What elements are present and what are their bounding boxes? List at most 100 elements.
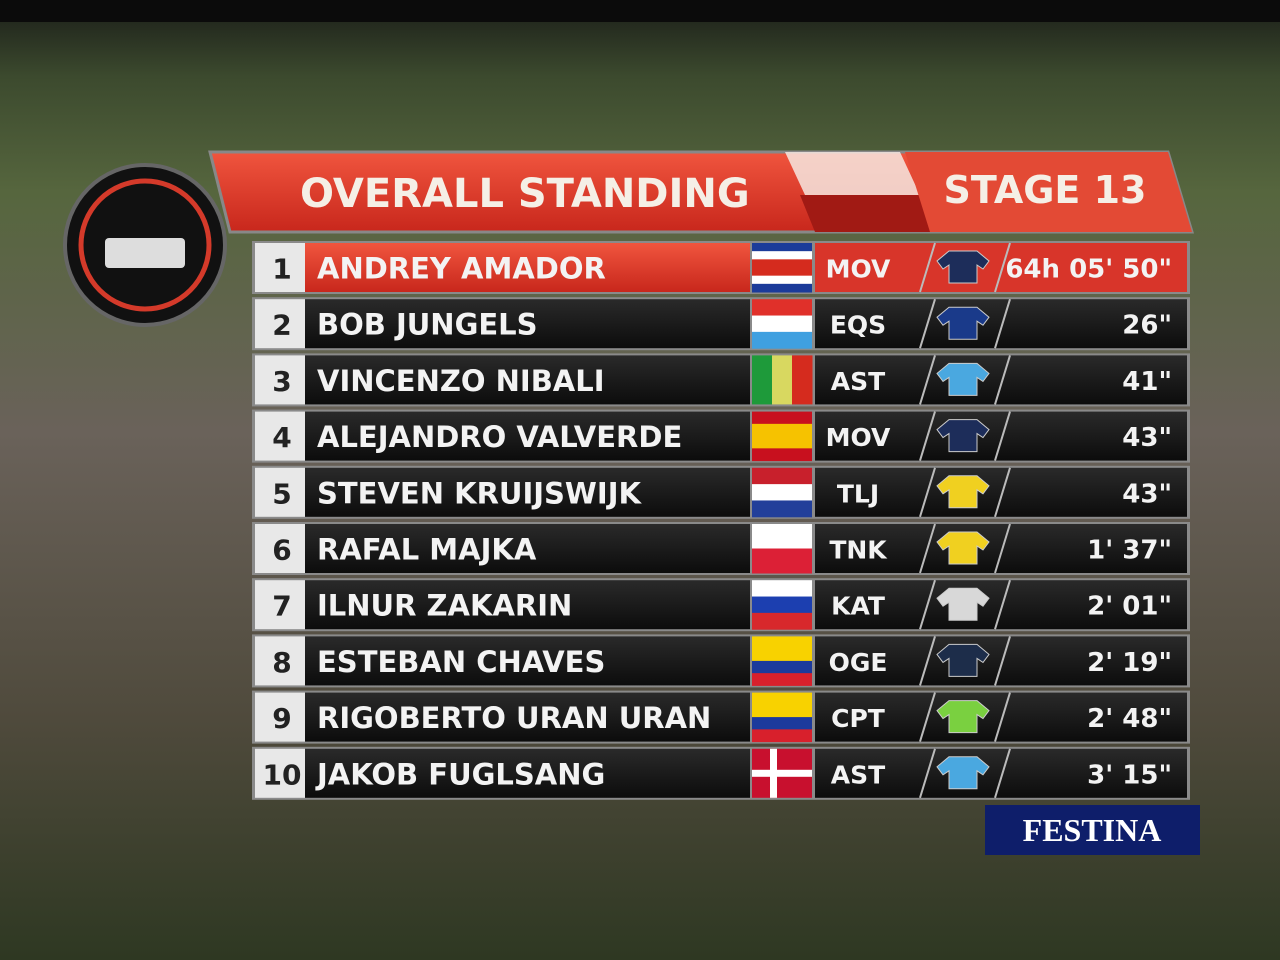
stage-box — [905, 152, 1192, 232]
jersey — [936, 756, 990, 790]
flag — [752, 524, 812, 549]
rank: 6 — [272, 534, 291, 567]
divider — [919, 298, 936, 349]
standing-row: 10 JAKOB FUGLSANG AST 3' 15" — [252, 746, 1190, 800]
jersey — [936, 250, 990, 284]
rank-box — [255, 692, 305, 742]
time-gap: 43" — [1122, 423, 1172, 453]
divider — [994, 242, 1011, 293]
flag — [752, 648, 812, 662]
divider — [994, 355, 1011, 405]
flag — [752, 283, 812, 293]
header-stripes — [785, 152, 935, 232]
divider — [919, 411, 936, 461]
team-bar — [815, 692, 1187, 742]
divider — [994, 692, 1011, 742]
divider — [994, 748, 1011, 799]
flag — [752, 704, 812, 718]
flag — [752, 612, 812, 630]
flag — [752, 355, 773, 405]
rider-name: ESTEBAN CHAVES — [317, 645, 605, 679]
divider — [994, 411, 1011, 461]
jersey — [936, 643, 990, 677]
header-title: OVERALL STANDING — [300, 171, 750, 217]
team-code: AST — [831, 367, 885, 396]
sponsor-box — [985, 805, 1200, 855]
divider — [919, 242, 936, 293]
flag — [752, 275, 812, 285]
rank: 9 — [272, 702, 291, 735]
jersey — [936, 531, 990, 565]
rank: 8 — [272, 646, 291, 679]
rank-box — [255, 243, 305, 292]
team-code: CPT — [831, 704, 885, 733]
rider-name: STEVEN KRUIJSWIJK — [317, 476, 642, 510]
flag — [752, 484, 812, 501]
rank-box — [255, 467, 305, 517]
team-bar — [815, 636, 1187, 686]
flag — [752, 596, 812, 614]
rank: 3 — [272, 365, 291, 398]
name-bar — [305, 692, 750, 742]
flag — [792, 355, 813, 405]
jersey — [936, 475, 990, 509]
screen-bezel — [0, 0, 1280, 22]
standing-row: 1 ANDREY AMADOR MOV 64h 05' 50" — [252, 241, 1190, 294]
rank: 5 — [272, 477, 291, 510]
name-bar — [305, 636, 750, 686]
time-gap: 3' 15" — [1087, 760, 1172, 790]
jersey — [936, 700, 990, 734]
divider — [919, 748, 936, 799]
divider — [919, 636, 936, 686]
rank: 7 — [272, 590, 291, 623]
rank-box — [255, 636, 305, 686]
team-bar — [815, 580, 1187, 630]
name-bar — [305, 411, 750, 461]
flag — [752, 467, 812, 485]
flag — [752, 729, 812, 743]
flag — [752, 299, 812, 317]
flag — [752, 423, 812, 437]
team-bar — [815, 299, 1187, 349]
team-bar — [815, 243, 1187, 292]
jersey — [936, 419, 990, 453]
team-code: MOV — [826, 423, 891, 452]
jersey — [936, 587, 990, 621]
flag — [752, 692, 812, 706]
time-gap: 64h 05' 50" — [1005, 255, 1172, 285]
rider-name: RIGOBERTO URAN URAN — [317, 701, 711, 735]
name-bar — [305, 467, 750, 517]
standing-row: 6 RAFAL MAJKA TNK 1' 37" — [252, 522, 1190, 575]
jersey — [936, 306, 990, 340]
standing-row: 9 RIGOBERTO URAN URAN CPT 2' 48" — [252, 690, 1190, 744]
divider — [994, 467, 1011, 518]
name-bar — [305, 355, 750, 405]
name-bar — [305, 748, 750, 798]
team-code: EQS — [830, 311, 886, 340]
team-code: AST — [831, 760, 885, 789]
time-gap: 1' 37" — [1087, 536, 1172, 566]
divider — [919, 467, 936, 518]
team-bar — [815, 748, 1187, 798]
logo-mark — [105, 238, 185, 268]
divider — [919, 523, 936, 574]
flag — [752, 448, 812, 462]
team-code: KAT — [831, 592, 885, 621]
divider — [919, 579, 936, 630]
flag — [752, 331, 812, 349]
divider — [919, 692, 936, 742]
divider — [994, 579, 1011, 630]
rank-box — [255, 524, 305, 573]
rider-name: JAKOB FUGLSANG — [315, 757, 605, 791]
team-bar — [815, 524, 1187, 573]
standing-row: 5 STEVEN KRUIJSWIJK TLJ 43" — [252, 465, 1190, 519]
rank-box — [255, 748, 305, 798]
standing-row: 4 ALEJANDRO VALVERDE MOV 43" — [252, 409, 1190, 463]
rank-box — [255, 411, 305, 461]
rider-name: ILNUR ZAKARIN — [317, 589, 572, 623]
name-bar — [305, 524, 750, 573]
divider — [994, 298, 1011, 349]
flag — [752, 548, 812, 574]
flag — [752, 717, 812, 730]
